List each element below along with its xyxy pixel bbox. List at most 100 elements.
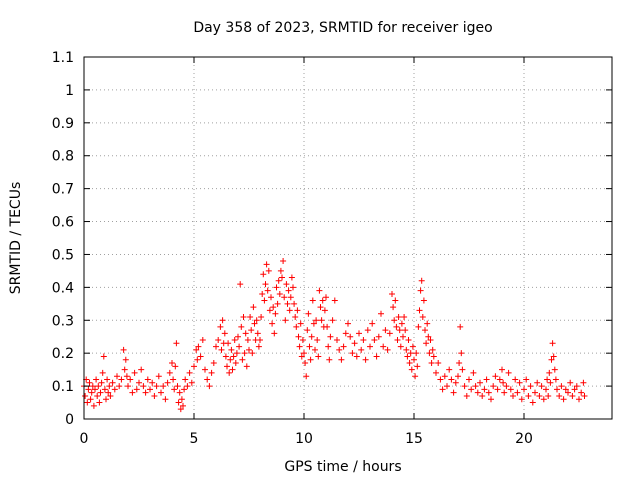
data-point <box>307 356 314 363</box>
data-point <box>479 392 486 399</box>
data-point <box>84 399 91 406</box>
data-point <box>258 313 265 320</box>
data-point <box>127 376 134 383</box>
data-point <box>463 392 470 399</box>
data-point <box>426 350 433 357</box>
data-point <box>306 343 313 350</box>
data-point <box>287 294 294 301</box>
data-point <box>255 343 262 350</box>
data-point <box>172 363 179 370</box>
y-tick-label: 0.2 <box>52 346 74 362</box>
data-point <box>309 297 316 304</box>
data-point <box>178 396 185 403</box>
data-point <box>109 379 116 386</box>
data-point <box>293 323 300 330</box>
data-point <box>230 353 237 360</box>
data-point <box>369 320 376 327</box>
data-point <box>532 389 538 396</box>
data-point <box>490 383 497 390</box>
data-point <box>248 327 255 334</box>
data-point <box>197 353 204 360</box>
data-point <box>512 376 519 383</box>
data-point <box>356 330 362 337</box>
data-point <box>567 379 574 386</box>
data-point <box>88 389 95 396</box>
data-point <box>95 383 102 390</box>
data-point <box>144 376 151 383</box>
data-point <box>318 317 325 324</box>
data-point <box>121 366 128 373</box>
data-point <box>364 327 371 334</box>
data-point <box>147 386 153 393</box>
data-point <box>403 346 410 353</box>
data-point <box>345 320 351 327</box>
data-point <box>416 307 423 314</box>
data-point <box>380 343 387 350</box>
data-point <box>170 376 177 383</box>
y-tick-label: 0.9 <box>52 116 74 132</box>
data-point <box>184 383 191 390</box>
data-point <box>485 389 492 396</box>
data-point <box>323 294 329 301</box>
data-point <box>123 373 130 380</box>
data-point <box>244 337 251 344</box>
data-point <box>371 337 378 344</box>
data-point <box>236 343 243 350</box>
data-point <box>253 317 260 324</box>
data-point <box>106 383 113 390</box>
data-point <box>321 307 328 314</box>
data-point <box>89 383 96 390</box>
data-point <box>552 376 559 383</box>
data-point <box>122 356 129 363</box>
data-point <box>151 392 158 399</box>
data-point <box>472 383 479 390</box>
data-point <box>263 261 270 268</box>
data-point <box>280 258 287 265</box>
data-point <box>142 389 149 396</box>
data-point <box>222 353 229 360</box>
data-point <box>405 337 412 344</box>
y-tick-label: 1 <box>65 83 74 99</box>
data-point <box>279 274 285 281</box>
data-point <box>238 323 245 330</box>
data-point <box>404 353 411 360</box>
data-point <box>419 313 426 320</box>
data-point <box>208 369 215 376</box>
data-point <box>111 386 118 393</box>
y-tick-label: 0.4 <box>52 280 74 296</box>
data-point <box>474 389 481 396</box>
data-point <box>305 310 312 317</box>
data-point <box>162 396 169 403</box>
data-point <box>308 333 315 340</box>
data-point <box>392 297 399 304</box>
data-point <box>103 396 109 403</box>
data-point <box>85 386 92 393</box>
data-point <box>240 313 247 320</box>
data-point <box>243 363 250 370</box>
data-point <box>452 379 459 386</box>
data-point <box>429 346 436 353</box>
data-point <box>448 376 455 383</box>
data-point <box>202 366 208 373</box>
data-point <box>249 350 256 357</box>
data-point <box>316 287 323 294</box>
data-point <box>362 356 369 363</box>
data-point <box>439 386 446 393</box>
data-point <box>264 287 271 294</box>
data-point <box>565 389 571 396</box>
plot-frame <box>83 56 613 420</box>
y-tick-label: 0.1 <box>52 379 74 395</box>
data-point <box>418 277 425 284</box>
data-point <box>503 383 510 390</box>
data-point <box>551 366 558 373</box>
data-point <box>481 386 488 393</box>
data-point <box>494 386 501 393</box>
data-point <box>402 327 409 334</box>
data-point <box>254 330 261 337</box>
data-point <box>390 304 397 311</box>
data-point <box>384 346 391 353</box>
data-point <box>299 337 306 344</box>
y-tick-label: 1.1 <box>52 50 74 66</box>
data-point <box>186 369 193 376</box>
data-point <box>543 386 549 393</box>
